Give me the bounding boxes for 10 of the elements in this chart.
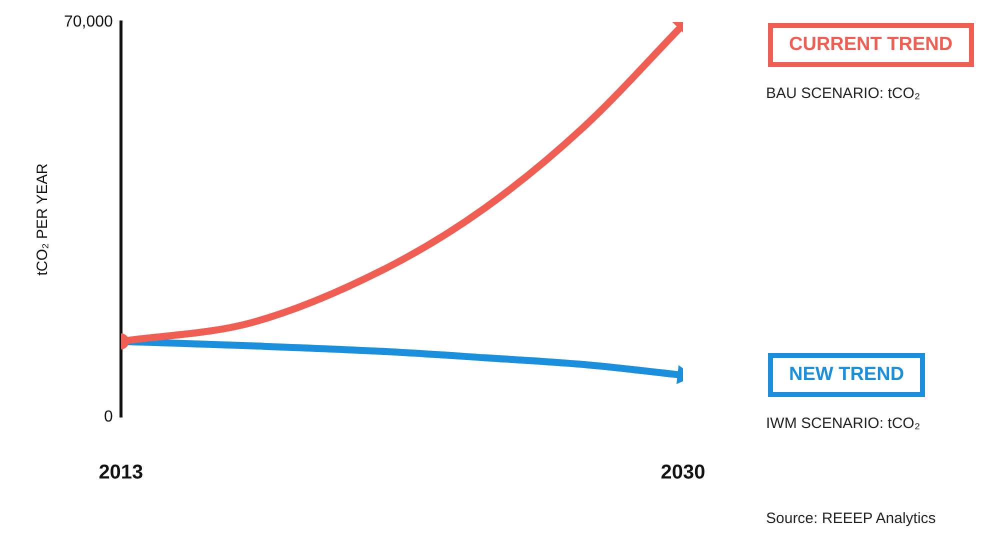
text: IWM SCENARIO: tCO₂ <box>766 415 920 432</box>
x-tick-label: 2013 <box>98 462 144 484</box>
text: BAU SCENARIO: tCO₂ <box>766 85 920 102</box>
y-tick-label: 70,000 <box>64 13 114 30</box>
y-tick-label: 0 <box>104 408 114 426</box>
y-axis-title: tCO₂ PER YEAR <box>34 163 52 276</box>
source-note: Source: REEEP Analytics <box>766 510 936 527</box>
text: NEW TREND <box>768 353 926 398</box>
text: CURRENT TREND <box>768 23 974 67</box>
x-tick-label: 2030 <box>660 462 706 484</box>
